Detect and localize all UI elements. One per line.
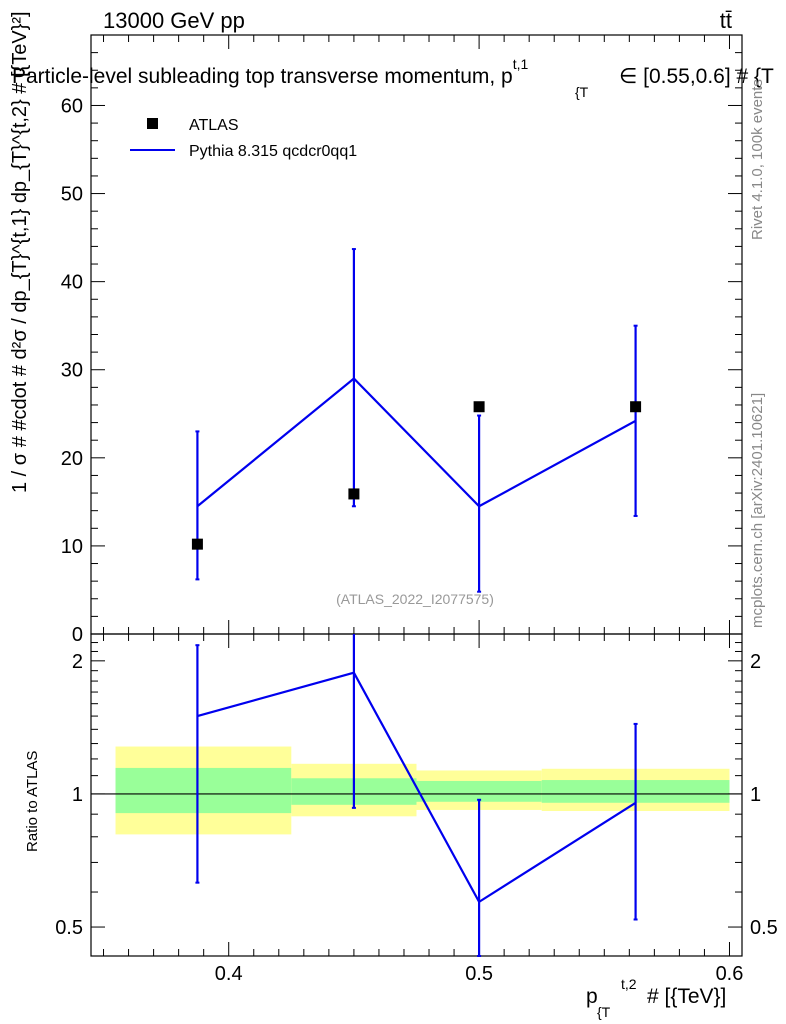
atlas-point [348,488,360,500]
main-y-tick-label: 60 [61,95,83,117]
main-panel: 0 10 20 30 40 50 60 (ATLAS_2022_I2077575) Part… [9,11,774,646]
ratio-y-tick-label-right: 2 [750,651,761,673]
main-y-tick-label: 20 [61,448,83,470]
atlas-point [630,401,642,413]
atlas-point [191,538,203,550]
main-marks [191,248,642,593]
legend-atlas-label: ATLAS [189,117,239,134]
main-y-tick-label: 10 [61,536,83,558]
main-y-label: 1 / σ # #cdot # d²σ / dp_{T}^{t,1} dp_{T… [9,11,31,493]
watermark-label: (ATLAS_2022_I2077575) [336,591,494,607]
chart-title: Particle-level subleading top transverse… [12,56,529,88]
ratio-panel: 0.5 0.5 1 1 2 2 0.4 0.5 0.6 Ratio to ATLAS p {T… [24,633,778,1020]
ratio-y-tick-label-right: 1 [750,784,761,806]
x-axis-title: p [586,985,598,1008]
main-y-axis: 0 10 20 30 40 50 60 [61,52,742,646]
x-axis-title-sub: {T [597,1004,611,1020]
ratio-y-tick-label: 2 [72,651,83,673]
x-axis-title-sup: t,2 [621,976,637,992]
legend-pythia-label: Pythia 8.315 qcdcr0qq1 [189,143,357,160]
ratio-y-tick-label: 1 [72,784,83,806]
ratio-bands [91,746,742,835]
atlas-point [473,401,485,413]
x-tick-label: 0.4 [215,963,243,985]
main-y-tick-label: 30 [61,360,83,382]
rivet-label: Rivet 4.1.0, 100k events [749,79,766,240]
main-y-tick-label: 0 [72,624,83,646]
chart-title-main: Particle-level subleading top transverse… [12,65,513,88]
legend: ATLAS Pythia 8.315 qcdcr0qq1 [130,117,357,160]
mcplots-label: mcplots.cern.ch [arXiv:2401.10621] [749,393,766,628]
main-y-tick-label: 50 [61,184,83,206]
ratio-pythia-line [197,671,637,904]
ratio-band-green [115,767,292,814]
legend-atlas-marker [147,118,158,129]
chart-title-sup: t,1 [513,56,529,72]
ratio-y-tick-label: 0.5 [55,917,83,939]
ratio-y-axis: 0.5 0.5 1 1 2 2 [55,642,778,939]
x-tick-label: 0.6 [716,963,744,985]
main-y-tick-label: 40 [61,272,83,294]
x-tick-label: 0.5 [465,963,493,985]
ratio-x-axis: 0.4 0.5 0.6 [103,634,744,985]
x-axis-title-tail: # [{TeV}] [647,985,726,1008]
chart-title-sub: {T [575,84,589,100]
ratio-y-label: Ratio to ATLAS [24,751,41,852]
ratio-marks [195,634,638,957]
ratio-band-green [416,780,542,802]
process-label: tt̄ [720,8,732,33]
x-axis-title-main: p [586,985,598,1008]
chart-title-tail: ∈ [0.55,0.6] # {T [619,65,774,88]
main-x-axis [103,35,730,634]
energy-label: 13000 GeV pp [103,8,245,33]
ratio-y-tick-label-right: 0.5 [750,917,778,939]
pythia-line [196,377,637,508]
ratio-frame [90,633,743,957]
